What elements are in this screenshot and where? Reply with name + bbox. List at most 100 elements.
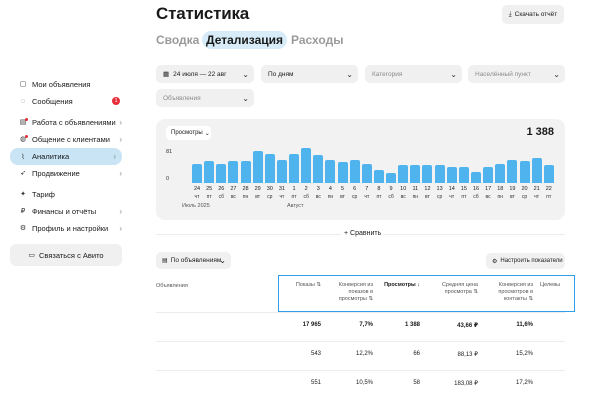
column-header-conversion-to-views[interactable]: Конверсия из показов в просмотры ⇅ (338, 282, 373, 302)
ruble-icon: ₽ (20, 208, 26, 215)
configure-metrics-button[interactable]: ⚙ Настроить показатели (486, 253, 565, 269)
download-report-button[interactable]: ⤓ Скачать отчёт (502, 5, 564, 24)
chart-bar[interactable] (458, 167, 469, 183)
sidebar-item-label: Работа с объявлениями (32, 117, 116, 127)
chart-bar[interactable] (204, 160, 215, 183)
chevron-down-icon: ⌄ (450, 69, 457, 79)
x-tick-day: 24 (193, 186, 201, 192)
x-tick-weekday: пт (206, 194, 212, 200)
chart-bar[interactable] (483, 167, 494, 183)
chart-bar[interactable] (337, 161, 348, 183)
tab-summary[interactable]: Сводка (156, 33, 200, 47)
x-tick-weekday: чт (364, 194, 370, 200)
chart-bar[interactable] (495, 163, 506, 183)
granularity-select[interactable]: По дням ⌄ (261, 65, 358, 83)
x-tick-weekday: вс (400, 194, 406, 200)
x-tick-day: 8 (377, 186, 381, 192)
contact-avito-button[interactable]: ▭ Связаться с Авито (10, 244, 122, 266)
highlighted-columns-frame (278, 275, 575, 312)
x-tick-day: 6 (353, 186, 357, 192)
chart-bar[interactable] (264, 154, 275, 183)
x-tick-day: 19 (509, 186, 516, 192)
x-tick-day: 5 (341, 186, 345, 192)
chart-bar[interactable] (373, 169, 384, 183)
sidebar-item-work-with-listings[interactable]: ▤ Работа с объявлениями › (18, 114, 128, 130)
column-header-views[interactable]: Просмотры ↓ (384, 282, 420, 288)
chevron-right-icon: › (119, 117, 122, 127)
chart-bar[interactable] (301, 148, 312, 183)
chart-bar[interactable] (216, 163, 227, 183)
sidebar-item-messages[interactable]: ◌ Сообщения 1 (18, 93, 128, 109)
column-header-target[interactable]: Целевы (540, 282, 561, 288)
chart-bar[interactable] (470, 171, 481, 183)
tab-expenses[interactable]: Расходы (291, 33, 344, 47)
x-tick-day: 18 (497, 186, 504, 192)
chevron-right-icon: › (113, 152, 116, 161)
sidebar-item-tariff[interactable]: ✦ Тариф (18, 186, 128, 202)
table-cell: 12,2% (355, 351, 373, 357)
y-tick-zero: 0 (166, 176, 170, 182)
compare-button[interactable]: + Сравнить (341, 230, 385, 237)
x-tick-day: 17 (485, 186, 492, 192)
unread-badge: 1 (112, 97, 120, 105)
chart-bar[interactable] (289, 154, 300, 183)
x-tick-weekday: ср (521, 194, 528, 200)
listings-select[interactable]: Объявления ⌄ (156, 89, 254, 107)
x-tick-weekday: чт (534, 194, 540, 200)
column-header-avg-view-price[interactable]: Средняя цена просмотра ⇅ (442, 282, 478, 295)
chart-bar[interactable] (386, 173, 397, 183)
chart-bar[interactable] (349, 159, 360, 183)
location-select[interactable]: Населённый пункт ⌄ (468, 65, 565, 83)
tab-details[interactable]: Детализация (202, 31, 287, 49)
chevron-right-icon: › (119, 134, 122, 144)
column-header-conversion-to-contacts[interactable]: Конверсия из просмотров в контакты ⇅ (498, 282, 533, 302)
chart-bar[interactable] (276, 159, 287, 183)
chart-bar[interactable] (192, 163, 202, 183)
chart-bar[interactable] (361, 163, 372, 183)
x-tick-weekday: пн (242, 194, 249, 200)
x-tick-weekday: ср (267, 194, 273, 200)
x-tick-weekday: вс (230, 194, 236, 200)
profile-icon: ⚙ (19, 225, 27, 232)
chart-bar[interactable] (398, 165, 409, 183)
chart-bar[interactable] (252, 150, 263, 183)
table-cell: 17,2% (515, 380, 533, 386)
chevron-right-icon: › (119, 168, 122, 178)
chart-bar[interactable] (434, 165, 445, 183)
x-tick-weekday: пт (376, 194, 382, 200)
sidebar-item-profile[interactable]: ⚙ Профиль и настройки › (18, 220, 128, 236)
chart-bar[interactable] (240, 160, 251, 183)
chevron-down-icon: ⌄ (242, 93, 249, 103)
chart-bar[interactable] (519, 160, 530, 183)
column-header-impressions[interactable]: Показы ⇅ (295, 282, 321, 288)
sidebar-item-label: Общение с клиентами (32, 134, 110, 144)
sidebar-item-client-communication[interactable]: ◍ Общение с клиентами › (18, 131, 128, 147)
chart-bar[interactable] (228, 160, 239, 183)
x-tick-weekday: пт (461, 194, 467, 200)
metric-select[interactable]: Просмотры ⌄ (166, 126, 211, 140)
x-tick-day: 11 (412, 186, 419, 192)
category-select[interactable]: Категория ⌄ (365, 65, 462, 83)
sidebar-item-my-listings[interactable]: ▢ Мои объявления (18, 76, 128, 92)
sidebar-item-finance[interactable]: ₽ Финансы и отчёты › (18, 203, 128, 219)
x-tick-day: 12 (424, 186, 431, 192)
x-tick-day: 29 (254, 186, 261, 192)
chart-bar[interactable] (543, 165, 554, 183)
x-tick-weekday: сб (303, 194, 309, 200)
chart-bar[interactable] (422, 165, 433, 183)
chart-bar[interactable] (313, 154, 324, 183)
sidebar-item-analytics[interactable]: ⌇ Аналитика › (10, 148, 122, 165)
chart-bar[interactable] (531, 157, 542, 183)
date-range-select[interactable]: ▦ 24 июля — 22 авг ⌄ (156, 65, 254, 83)
x-tick-weekday: вт (340, 194, 345, 200)
sidebar-item-promotion[interactable]: ➶ Продвижение › (18, 165, 128, 181)
chart-bar[interactable] (507, 159, 518, 183)
chart-bar[interactable] (446, 167, 457, 183)
chevron-right-icon: › (119, 223, 122, 233)
notification-dot (25, 118, 28, 121)
grouping-select[interactable]: ▤ По объявлениям ⌄ (156, 252, 231, 269)
table-cell: 543 (310, 351, 321, 357)
chart-bar[interactable] (410, 165, 421, 183)
row-divider (156, 341, 565, 342)
chart-bar[interactable] (325, 159, 336, 183)
